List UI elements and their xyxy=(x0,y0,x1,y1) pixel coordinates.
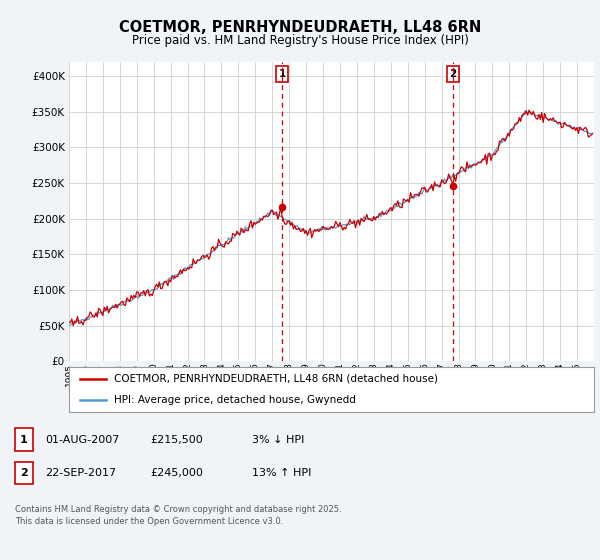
Text: £215,500: £215,500 xyxy=(150,435,203,445)
Text: COETMOR, PENRHYNDEUDRAETH, LL48 6RN (detached house): COETMOR, PENRHYNDEUDRAETH, LL48 6RN (det… xyxy=(113,374,437,384)
Text: HPI: Average price, detached house, Gwynedd: HPI: Average price, detached house, Gwyn… xyxy=(113,394,355,404)
Text: 1: 1 xyxy=(278,69,286,79)
Text: COETMOR, PENRHYNDEUDRAETH, LL48 6RN: COETMOR, PENRHYNDEUDRAETH, LL48 6RN xyxy=(119,20,481,35)
Text: 22-SEP-2017: 22-SEP-2017 xyxy=(45,468,116,478)
Text: 2: 2 xyxy=(20,468,28,478)
Text: 1: 1 xyxy=(20,435,28,445)
Text: Price paid vs. HM Land Registry's House Price Index (HPI): Price paid vs. HM Land Registry's House … xyxy=(131,34,469,46)
Text: £245,000: £245,000 xyxy=(150,468,203,478)
Text: 13% ↑ HPI: 13% ↑ HPI xyxy=(252,468,311,478)
Text: Contains HM Land Registry data © Crown copyright and database right 2025.
This d: Contains HM Land Registry data © Crown c… xyxy=(15,505,341,526)
Text: 2: 2 xyxy=(449,69,457,79)
Text: 01-AUG-2007: 01-AUG-2007 xyxy=(45,435,119,445)
Text: 3% ↓ HPI: 3% ↓ HPI xyxy=(252,435,304,445)
